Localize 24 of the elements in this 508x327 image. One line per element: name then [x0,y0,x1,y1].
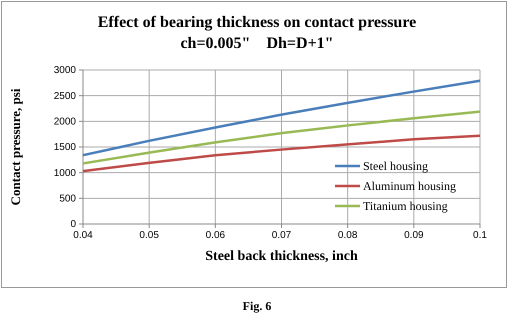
chart-subtitle: ch=0.005" Dh=D+1" [180,35,334,52]
x-tick-label: 0.06 [206,230,226,242]
y-tick-label: 0 [70,219,76,230]
y-tick-label: 1000 [54,168,76,179]
legend-label: Titanium housing [363,199,448,213]
legend-label: Steel housing [363,159,428,173]
x-tick-label: 0.09 [404,230,424,242]
y-tick-label: 3000 [54,65,76,76]
x-tick-label: 0.1 [473,230,488,242]
y-tick-label: 2500 [54,90,76,102]
y-tick-label: 500 [59,194,76,205]
x-tick-label: 0.04 [73,230,94,242]
y-axis-title: Contact pressure, psi [8,88,23,206]
line-series [82,134,482,172]
x-tick-label: 0.08 [338,230,358,242]
y-tick-label: 1500 [54,142,76,154]
x-tick-label: 0.05 [139,230,160,242]
x-tick-label: 0.07 [272,230,292,242]
chart-title: Effect of bearing thickness on contact pressure [98,14,416,31]
line-series [82,80,482,156]
y-tick-label: 2000 [54,116,76,128]
x-axis-title: Steel back thickness, inch [205,249,358,264]
legend-label: Aluminum housing [363,179,456,193]
caption: Fig. 6 [242,299,272,313]
